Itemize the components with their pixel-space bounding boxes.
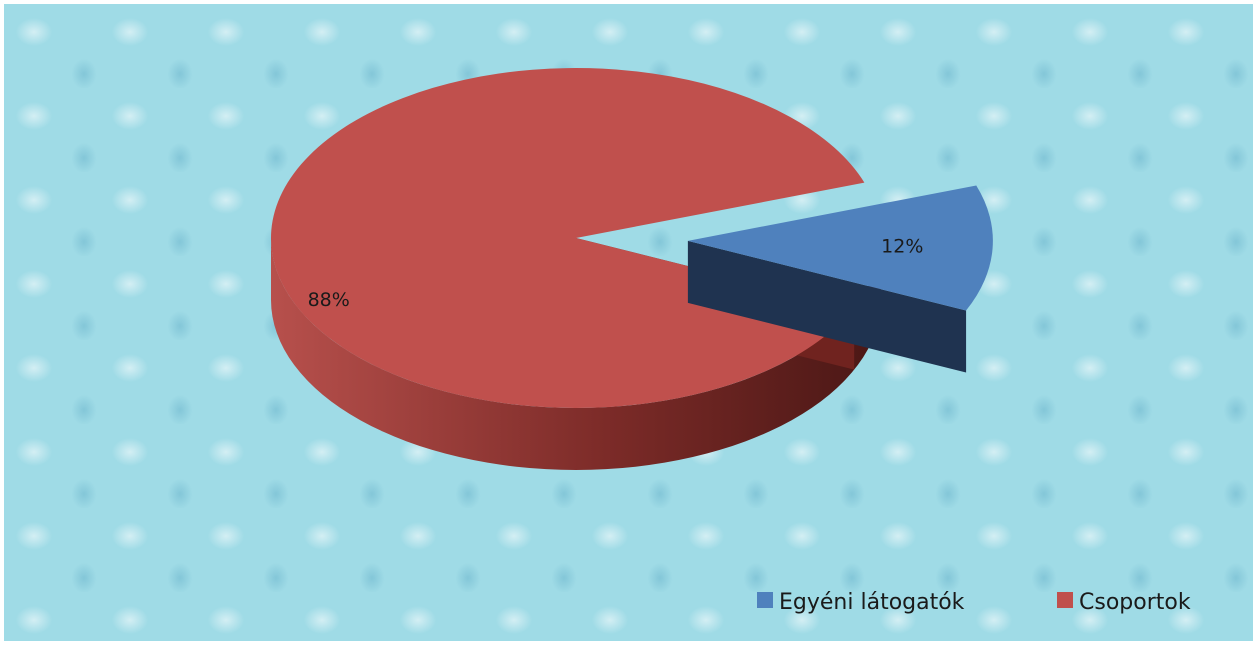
pie-slice-side-csoportok [271,238,881,470]
legend-swatch-csoportok [1057,592,1073,608]
data-label-egyeni-latogatok: 12% [881,235,923,257]
pie-slice-egyeni-latogatok [687,185,993,373]
legend-swatch-egyeni-latogatok [757,592,773,608]
pie-chart: 88% 12% Egyéni látogatók Csoportok [270,67,1191,615]
pie-slice-top-csoportok [270,67,865,408]
legend-label-csoportok: Csoportok [1079,590,1191,615]
pie-slice-cut-egyeni-latogatok [687,240,967,373]
legend-label-egyeni-latogatok: Egyéni látogatók [779,590,965,615]
pie-slice-top-egyeni-latogatok [687,185,993,311]
chart-area: 88% 12% Egyéni látogatók Csoportok [4,4,1253,641]
data-label-csoportok: 88% [308,289,350,311]
